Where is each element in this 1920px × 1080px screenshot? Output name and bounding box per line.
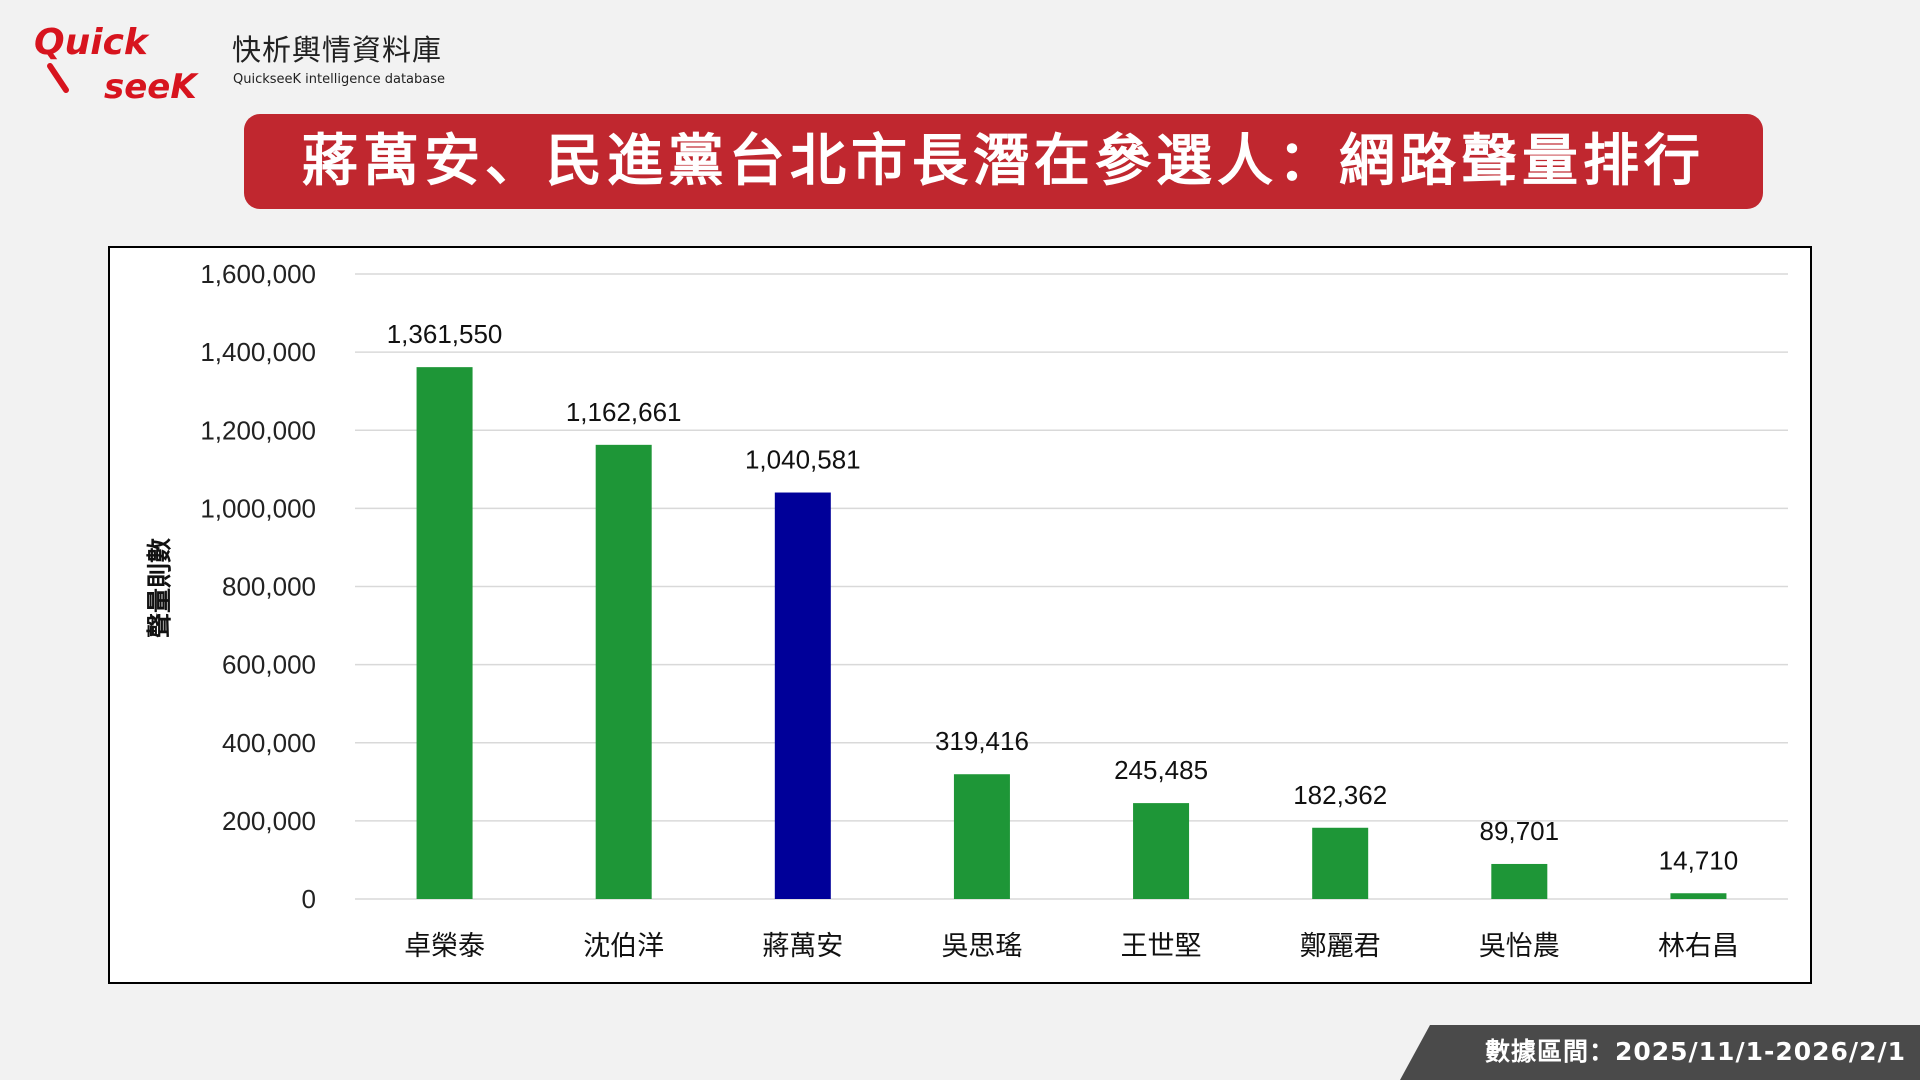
page-title: 蔣萬安、民進黨台北市長潛在參選人：網路聲量排行 [302, 128, 1705, 194]
y-tick-label: 200,000 [222, 806, 316, 836]
bar [1312, 827, 1369, 899]
date-range-text: 數據區間：2025/11/1-2026/2/1 [1484, 1037, 1906, 1066]
x-tick-label: 沈伯洋 [583, 931, 664, 962]
title-banner: 蔣萬安、民進黨台北市長潛在參選人：網路聲量排行 [244, 114, 1763, 209]
y-tick-label: 0 [302, 884, 316, 914]
brand-name-en: QuickseeK intelligence database [233, 72, 446, 87]
y-tick-label: 600,000 [222, 650, 316, 680]
brand-name-cn: 快析輿情資料庫 [232, 33, 443, 67]
svg-text:seeK: seeK [104, 67, 199, 102]
bar [953, 774, 1010, 899]
y-tick-label: 1,200,000 [200, 415, 316, 445]
data-label: 89,701 [1480, 816, 1560, 846]
svg-text:Quick: Quick [34, 22, 150, 63]
bar [595, 444, 652, 899]
y-tick-label: 400,000 [222, 728, 316, 758]
x-tick-label: 王世堅 [1121, 931, 1202, 962]
x-tick-label: 林右昌 [1658, 931, 1739, 962]
data-label: 1,361,550 [387, 319, 503, 349]
x-tick-label: 卓榮泰 [404, 931, 485, 962]
x-tick-label: 蔣萬安 [762, 931, 843, 962]
y-tick-label: 800,000 [222, 572, 316, 602]
bar [1491, 863, 1548, 899]
bar [774, 492, 831, 899]
x-tick-label: 吳思瑤 [941, 931, 1022, 962]
bar [1133, 803, 1190, 899]
data-label: 245,485 [1114, 755, 1208, 785]
y-axis-label: 聲量則數 [145, 538, 174, 638]
data-label: 319,416 [935, 726, 1029, 756]
data-label: 14,710 [1659, 845, 1739, 875]
x-tick-label: 吳怡農 [1479, 931, 1560, 962]
data-label: 1,040,581 [745, 445, 861, 475]
x-tick-label: 鄭麗君 [1300, 931, 1381, 962]
y-tick-label: 1,400,000 [200, 337, 316, 367]
quickseek-logo: Quick seeK [34, 22, 199, 102]
bar [416, 367, 473, 899]
y-tick-label: 1,000,000 [200, 493, 316, 523]
bar [1670, 893, 1727, 899]
data-label: 182,362 [1293, 780, 1387, 810]
data-label: 1,162,661 [566, 397, 682, 427]
y-tick-label: 1,600,000 [200, 259, 316, 289]
date-range-banner: 數據區間：2025/11/1-2026/2/1 [1400, 1025, 1920, 1080]
